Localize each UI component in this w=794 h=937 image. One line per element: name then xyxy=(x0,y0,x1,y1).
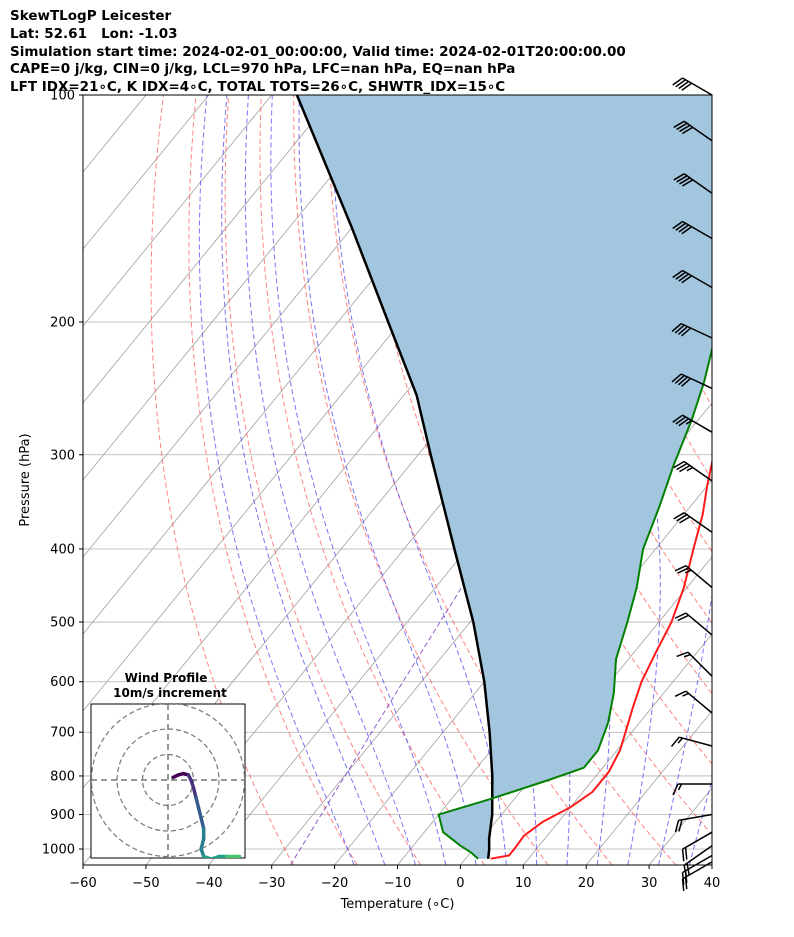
dry-adiabat xyxy=(783,95,794,865)
wind-barb xyxy=(673,512,713,533)
wind-barb xyxy=(674,564,713,589)
wind-barb xyxy=(672,783,712,796)
profile-lines xyxy=(295,95,712,860)
dry-adiabat xyxy=(717,95,794,865)
hodograph-segment xyxy=(235,854,242,858)
wind-barb xyxy=(676,651,713,677)
isotherm xyxy=(83,95,398,481)
wind-barb xyxy=(671,373,713,390)
inset-subtitle: 10m/s increment xyxy=(113,686,227,700)
isotherm xyxy=(585,710,712,865)
y-tick-label: 1000 xyxy=(42,843,75,858)
hodograph-segment xyxy=(199,816,206,831)
moist-adiabat xyxy=(720,95,794,865)
x-tick-label: 0 xyxy=(456,876,464,891)
x-tick-label: −30 xyxy=(258,876,285,891)
title-station: SkewTLogP Leicester xyxy=(10,8,172,24)
hodograph-segment xyxy=(199,836,206,851)
hodograph-segment xyxy=(224,872,229,877)
dry-adiabat xyxy=(293,95,549,865)
dry-adiabat xyxy=(750,95,794,865)
wind-barb xyxy=(672,77,713,96)
x-tick-label: 10 xyxy=(515,876,532,891)
moist-adiabat xyxy=(298,95,477,865)
x-tick-label: 30 xyxy=(641,876,658,891)
isotherm xyxy=(522,633,712,865)
moist-adiabat xyxy=(198,95,355,865)
wind-barbs xyxy=(670,77,713,891)
dry-adiabat xyxy=(188,95,358,865)
y-tick-label: 800 xyxy=(50,769,75,784)
x-tick-label: −50 xyxy=(132,876,159,891)
y-tick-label: 700 xyxy=(50,726,75,741)
wind-barb xyxy=(674,813,713,833)
wind-barb xyxy=(673,460,713,482)
x-tick-label: −60 xyxy=(69,876,96,891)
wind-barb xyxy=(672,269,713,289)
title-indices-line: LFT IDX=21∘C, K IDX=4∘C, TOTAL TOTS=26∘C… xyxy=(10,79,506,96)
moist-adiabat xyxy=(221,95,386,865)
axes: −60 −50 −40 −30 −20 −10 0 10 20 30 40 1000 900 800 700… xyxy=(42,89,720,892)
dry-adiabat xyxy=(325,95,613,865)
wind-barb xyxy=(672,220,713,240)
shaded-area-layer xyxy=(296,95,712,859)
x-tick-label: 40 xyxy=(704,876,721,891)
isotherm xyxy=(83,95,84,96)
hodograph-segment xyxy=(191,785,198,800)
figure-header: SkewTLogP Leicester Lat: 52.61 Lon: -1.0… xyxy=(10,8,626,97)
hodograph-segment xyxy=(201,854,213,858)
hodograph-segment xyxy=(229,877,232,887)
dewpoint-line xyxy=(437,345,712,860)
wind-barb xyxy=(671,322,713,339)
hodograph-segment xyxy=(194,796,201,810)
dry-adiabat xyxy=(150,95,294,865)
moist-adiabat xyxy=(244,95,416,865)
wind-barb xyxy=(670,736,713,748)
dry-adiabat xyxy=(224,95,422,865)
wind-barb xyxy=(674,612,713,636)
y-tick-label: 300 xyxy=(50,448,75,463)
moist-adiabat xyxy=(367,95,538,865)
wind-barb xyxy=(681,831,713,862)
isotherm xyxy=(83,95,273,327)
isotherm xyxy=(83,95,335,404)
parcel-profile-line xyxy=(295,95,494,859)
shaded-area xyxy=(296,95,712,859)
temperature-line xyxy=(490,458,712,860)
inset-title: Wind Profile xyxy=(125,671,208,685)
title-lat-lon: Lat: 52.61 Lon: -1.03 xyxy=(10,25,178,42)
inset-plot xyxy=(91,704,245,887)
x-axis-label: Temperature (∘C) xyxy=(340,897,455,912)
wind-profile-inset: Wind Profile 10m/s increment xyxy=(90,671,246,887)
hodograph-segment xyxy=(227,862,235,865)
wind-barb xyxy=(672,414,713,433)
hodograph-segment xyxy=(196,806,203,820)
y-tick-label: 400 xyxy=(50,542,75,557)
x-tick-label: −40 xyxy=(195,876,222,891)
x-tick-label: 20 xyxy=(578,876,595,891)
y-axis-label: Pressure (hPa) xyxy=(18,433,33,526)
isotherm xyxy=(711,864,712,865)
wind-barb xyxy=(673,120,713,142)
wind-barb xyxy=(673,173,713,194)
y-tick-label: 600 xyxy=(50,675,75,690)
title-times: Simulation start time: 2024-02-01_00:00:… xyxy=(10,43,626,60)
wind-barb xyxy=(674,690,713,714)
isotherm xyxy=(83,95,210,250)
x-tick-label: −20 xyxy=(321,876,348,891)
title-cape-line: CAPE=0 j/kg, CIN=0 j/kg, LCL=970 hPa, LF… xyxy=(10,61,516,78)
y-tick-label: 500 xyxy=(50,616,75,631)
y-tick-label: 900 xyxy=(50,808,75,823)
hodograph-ring xyxy=(116,728,220,832)
y-tick-label: 100 xyxy=(50,89,75,104)
x-tick-label: −10 xyxy=(384,876,411,891)
y-tick-label: 200 xyxy=(50,315,75,330)
